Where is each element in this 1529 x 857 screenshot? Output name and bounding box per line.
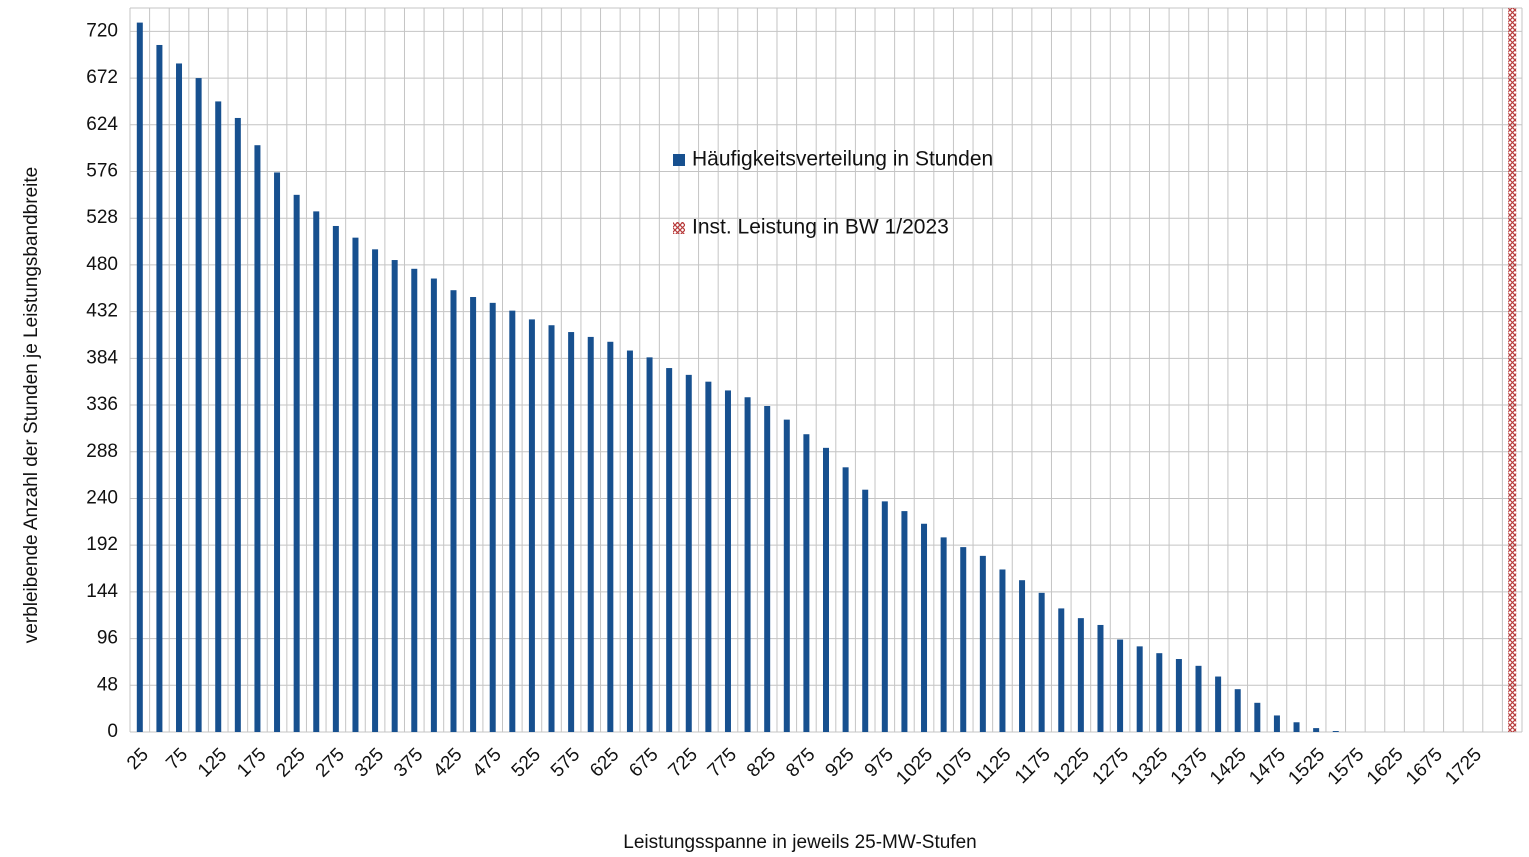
x-axis-label: Leistungsspanne in jeweils 25-MW-Stufen bbox=[623, 832, 976, 853]
bar bbox=[862, 489, 869, 732]
y-tick-label: 624 bbox=[86, 114, 118, 135]
bar bbox=[607, 341, 614, 732]
bar bbox=[1077, 618, 1084, 732]
bar bbox=[1019, 580, 1026, 732]
y-tick-label: 336 bbox=[86, 394, 118, 415]
y-tick-label: 432 bbox=[86, 301, 118, 322]
bar bbox=[548, 325, 555, 732]
bar bbox=[999, 569, 1006, 732]
bar bbox=[1156, 653, 1163, 732]
y-tick-label: 192 bbox=[86, 534, 118, 555]
bar bbox=[685, 374, 692, 732]
y-tick-label: 144 bbox=[86, 581, 118, 602]
bar bbox=[470, 297, 477, 732]
bar bbox=[568, 332, 575, 732]
bar bbox=[940, 537, 947, 732]
legend-marker bbox=[673, 222, 685, 234]
bar bbox=[724, 390, 731, 732]
bar bbox=[136, 22, 143, 732]
bar bbox=[1313, 728, 1320, 732]
legend-label: Inst. Leistung in BW 1/2023 bbox=[692, 216, 949, 239]
y-tick-label: 480 bbox=[86, 254, 118, 275]
bar bbox=[430, 278, 437, 732]
bar bbox=[254, 145, 261, 733]
bar bbox=[1175, 659, 1182, 732]
y-tick-label: 720 bbox=[86, 20, 118, 41]
bar bbox=[450, 290, 457, 732]
bar bbox=[156, 44, 163, 732]
bar bbox=[1293, 722, 1300, 732]
bar bbox=[411, 268, 418, 732]
legend-marker bbox=[673, 154, 685, 166]
y-axis-label: verbleibende Anzahl der Stunden je Leist… bbox=[21, 167, 42, 643]
y-tick-label: 672 bbox=[86, 67, 118, 88]
bar bbox=[215, 101, 222, 732]
bar bbox=[293, 194, 300, 732]
bar bbox=[979, 555, 986, 732]
bar bbox=[1254, 702, 1261, 732]
bar bbox=[1058, 608, 1065, 732]
bar bbox=[764, 406, 771, 732]
bar bbox=[1097, 624, 1104, 732]
bar bbox=[842, 467, 849, 732]
bar bbox=[489, 302, 496, 732]
bar bbox=[626, 350, 633, 732]
bar bbox=[195, 78, 202, 732]
y-tick-label: 48 bbox=[97, 674, 118, 695]
bar bbox=[823, 447, 829, 732]
bar bbox=[1195, 665, 1202, 732]
bar bbox=[1332, 731, 1339, 732]
y-tick-label: 240 bbox=[86, 487, 118, 508]
bar bbox=[744, 397, 751, 732]
bar bbox=[509, 310, 516, 732]
bar bbox=[372, 249, 379, 733]
bar bbox=[1038, 592, 1045, 732]
bar bbox=[960, 547, 967, 732]
y-tick-label: 528 bbox=[86, 207, 118, 228]
bar bbox=[646, 357, 653, 732]
bar bbox=[705, 381, 712, 732]
bar bbox=[352, 237, 359, 732]
bar bbox=[1215, 676, 1222, 732]
bar bbox=[332, 225, 339, 732]
bar bbox=[528, 319, 535, 732]
y-tick-label: 0 bbox=[107, 721, 118, 742]
legend-label: Häufigkeitsverteilung in Stunden bbox=[692, 148, 993, 171]
bar bbox=[587, 336, 594, 732]
y-tick-label: 576 bbox=[86, 160, 118, 181]
bar bbox=[176, 63, 183, 732]
hatched-bar bbox=[1508, 8, 1517, 732]
bar bbox=[313, 211, 320, 732]
bar bbox=[783, 419, 790, 732]
bar bbox=[1234, 689, 1241, 732]
bar bbox=[391, 260, 398, 732]
bar bbox=[234, 117, 241, 733]
bar bbox=[666, 368, 673, 732]
bar bbox=[1273, 715, 1280, 732]
bar bbox=[1136, 646, 1143, 732]
y-tick-label: 384 bbox=[86, 347, 118, 368]
bar bbox=[881, 501, 888, 732]
bar bbox=[274, 172, 281, 733]
bar bbox=[1117, 639, 1124, 732]
y-tick-label: 96 bbox=[97, 628, 118, 649]
y-tick-label: 288 bbox=[86, 441, 118, 462]
bar bbox=[803, 434, 810, 732]
bar bbox=[901, 511, 908, 732]
bar bbox=[921, 523, 928, 732]
